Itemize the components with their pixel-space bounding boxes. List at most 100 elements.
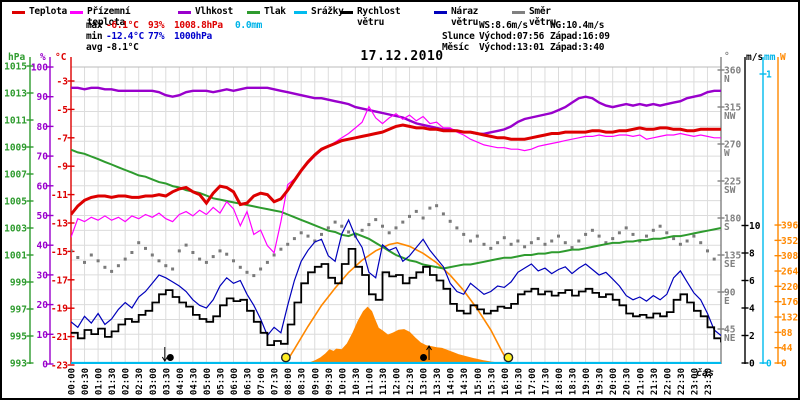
wind-direction-dot (116, 264, 120, 268)
legend-item-label: Tlak (264, 6, 286, 17)
time-axis-label: 13:30 (433, 368, 443, 395)
wind-direction-dot (455, 226, 459, 230)
wind-direction-dot (71, 249, 73, 253)
wind-direction-dot (678, 242, 682, 246)
time-axis-label: 21:00 (636, 368, 646, 395)
axis-tick-label-mm: 0 (766, 359, 772, 370)
axis-tick-label-w: 220 (781, 282, 798, 293)
time-axis-label: 11:00 (365, 368, 375, 395)
legend-item-label: Náraz větru (451, 6, 479, 28)
axis-tick-label-hum: 10 (37, 330, 49, 341)
time-axis-label: 01:00 (95, 368, 105, 395)
wind-direction-dot (374, 218, 378, 222)
wind-direction-dot (645, 234, 648, 238)
axis-tick-label-deg: 270 (724, 140, 741, 151)
wind-direction-dot (306, 234, 310, 238)
axis-header-celsius: °C (55, 52, 67, 63)
wind-direction-dot (272, 253, 276, 257)
wind-direction-dot (651, 228, 655, 232)
stat-max-label: max (86, 20, 103, 31)
axis-tick-label-w: 264 (781, 267, 798, 278)
wind-direction-dot (360, 228, 364, 232)
wind-direction-dot (435, 204, 439, 208)
stat-sun-label: Slunce (442, 31, 475, 42)
time-axis-label: 05:30 (216, 368, 226, 395)
axis-tick-label-wind: 4 (749, 304, 755, 315)
axis-tick-label-pres: 1005 (4, 197, 27, 208)
wind-direction-dot (712, 257, 716, 261)
stat-min-hum: 77% (148, 31, 165, 42)
sunrise-marker-icon (280, 352, 291, 363)
time-axis-label: 13:00 (420, 368, 430, 395)
axis-tick-label-hum: 20 (37, 300, 49, 311)
wind-direction-dot (286, 242, 290, 246)
wind-direction-dot (320, 232, 323, 236)
wind-direction-dot (218, 249, 222, 253)
wind-direction-dot (570, 246, 574, 250)
time-axis-label: 20:30 (623, 368, 633, 395)
wind-direction-dot (441, 212, 445, 216)
wind-direction-dot (299, 231, 303, 235)
legend-color-dash-icon (12, 11, 25, 14)
axis-tick-label-pres: 999 (10, 278, 27, 289)
axis-tick-label-w: 0 (781, 359, 787, 370)
axis-tick-label-pres: 995 (10, 332, 27, 343)
axis-tick-label-pres: 1009 (4, 143, 27, 154)
stat-min-label: min (86, 31, 103, 42)
wind-direction-dot (313, 239, 317, 243)
stat-avg-temp: -8.1°C (106, 42, 139, 53)
wind-direction-dot (184, 243, 188, 247)
axis-header-ms: m/s (746, 52, 764, 63)
time-axis-label: 02:00 (122, 368, 132, 395)
stat-max-pres: 1008.8hPa (174, 20, 223, 31)
axis-tick-label-w: 352 (781, 236, 798, 247)
time-axis-label: 06:30 (244, 368, 254, 395)
axis-tick-label-temp: -15 (51, 247, 68, 258)
axis-tick-label-deg: 90 (724, 288, 736, 299)
legend-item-label: Rychlost větru (357, 6, 401, 28)
time-axis-label: 02:30 (135, 368, 145, 395)
wind-direction-dot (171, 267, 175, 271)
wind-direction-dot (137, 241, 141, 245)
wind-direction-dot (191, 251, 195, 254)
wind-direction-dot (367, 223, 371, 227)
time-axis-label: 18:30 (569, 368, 579, 395)
axis-tick-label-deg: 180 (724, 214, 741, 225)
axis-tick-label-temp: -13 (51, 219, 68, 230)
moonrise-marker-icon (420, 354, 428, 361)
wind-direction-dot (658, 224, 662, 228)
axis-tick-label-wind: 10 (749, 221, 761, 232)
wind-direction-dot (421, 216, 425, 220)
time-axis-label: 23:30 (704, 368, 714, 395)
wind-direction-dot (529, 241, 533, 245)
axis-header-mm: mm (764, 52, 776, 63)
time-axis-label: 12:30 (406, 368, 416, 395)
moonset-marker-icon (166, 354, 174, 361)
axis-tick-label-hum: 90 (37, 92, 49, 103)
wind-direction-dot (597, 234, 601, 238)
time-axis-label: 22:30 (677, 368, 687, 395)
axis-tick-label-deg: 315 (724, 103, 741, 114)
wind-direction-dot (604, 241, 608, 245)
axis-tick-label-pres: 1001 (4, 251, 27, 262)
time-axis-label: 08:30 (298, 368, 308, 395)
moonset-marker-icon-arrowhead (161, 356, 168, 362)
wind-speed-line (71, 248, 721, 346)
chart-title-date: 17.12.2010 (360, 49, 444, 64)
time-axis-label: 10:30 (352, 368, 362, 395)
wind-direction-dot (536, 237, 540, 241)
wind-direction-dot (672, 237, 676, 241)
legend-color-dash-icon (178, 11, 191, 14)
time-axis-label: 14:00 (447, 368, 457, 395)
stat-sunrise: Východ:07:56 (479, 31, 545, 42)
time-axis-label: 23:00 (690, 368, 700, 395)
temperature-line (71, 123, 721, 216)
wind-direction-dot (563, 241, 567, 245)
solar-radiation-area (309, 306, 499, 364)
wind-direction-dot (448, 219, 452, 223)
wind-direction-dot (130, 251, 134, 254)
wind-direction-dot (617, 231, 621, 235)
axis-tick-label-w: 308 (781, 251, 798, 262)
time-axis-label: 09:00 (311, 368, 321, 395)
wind-direction-dot (245, 270, 249, 274)
